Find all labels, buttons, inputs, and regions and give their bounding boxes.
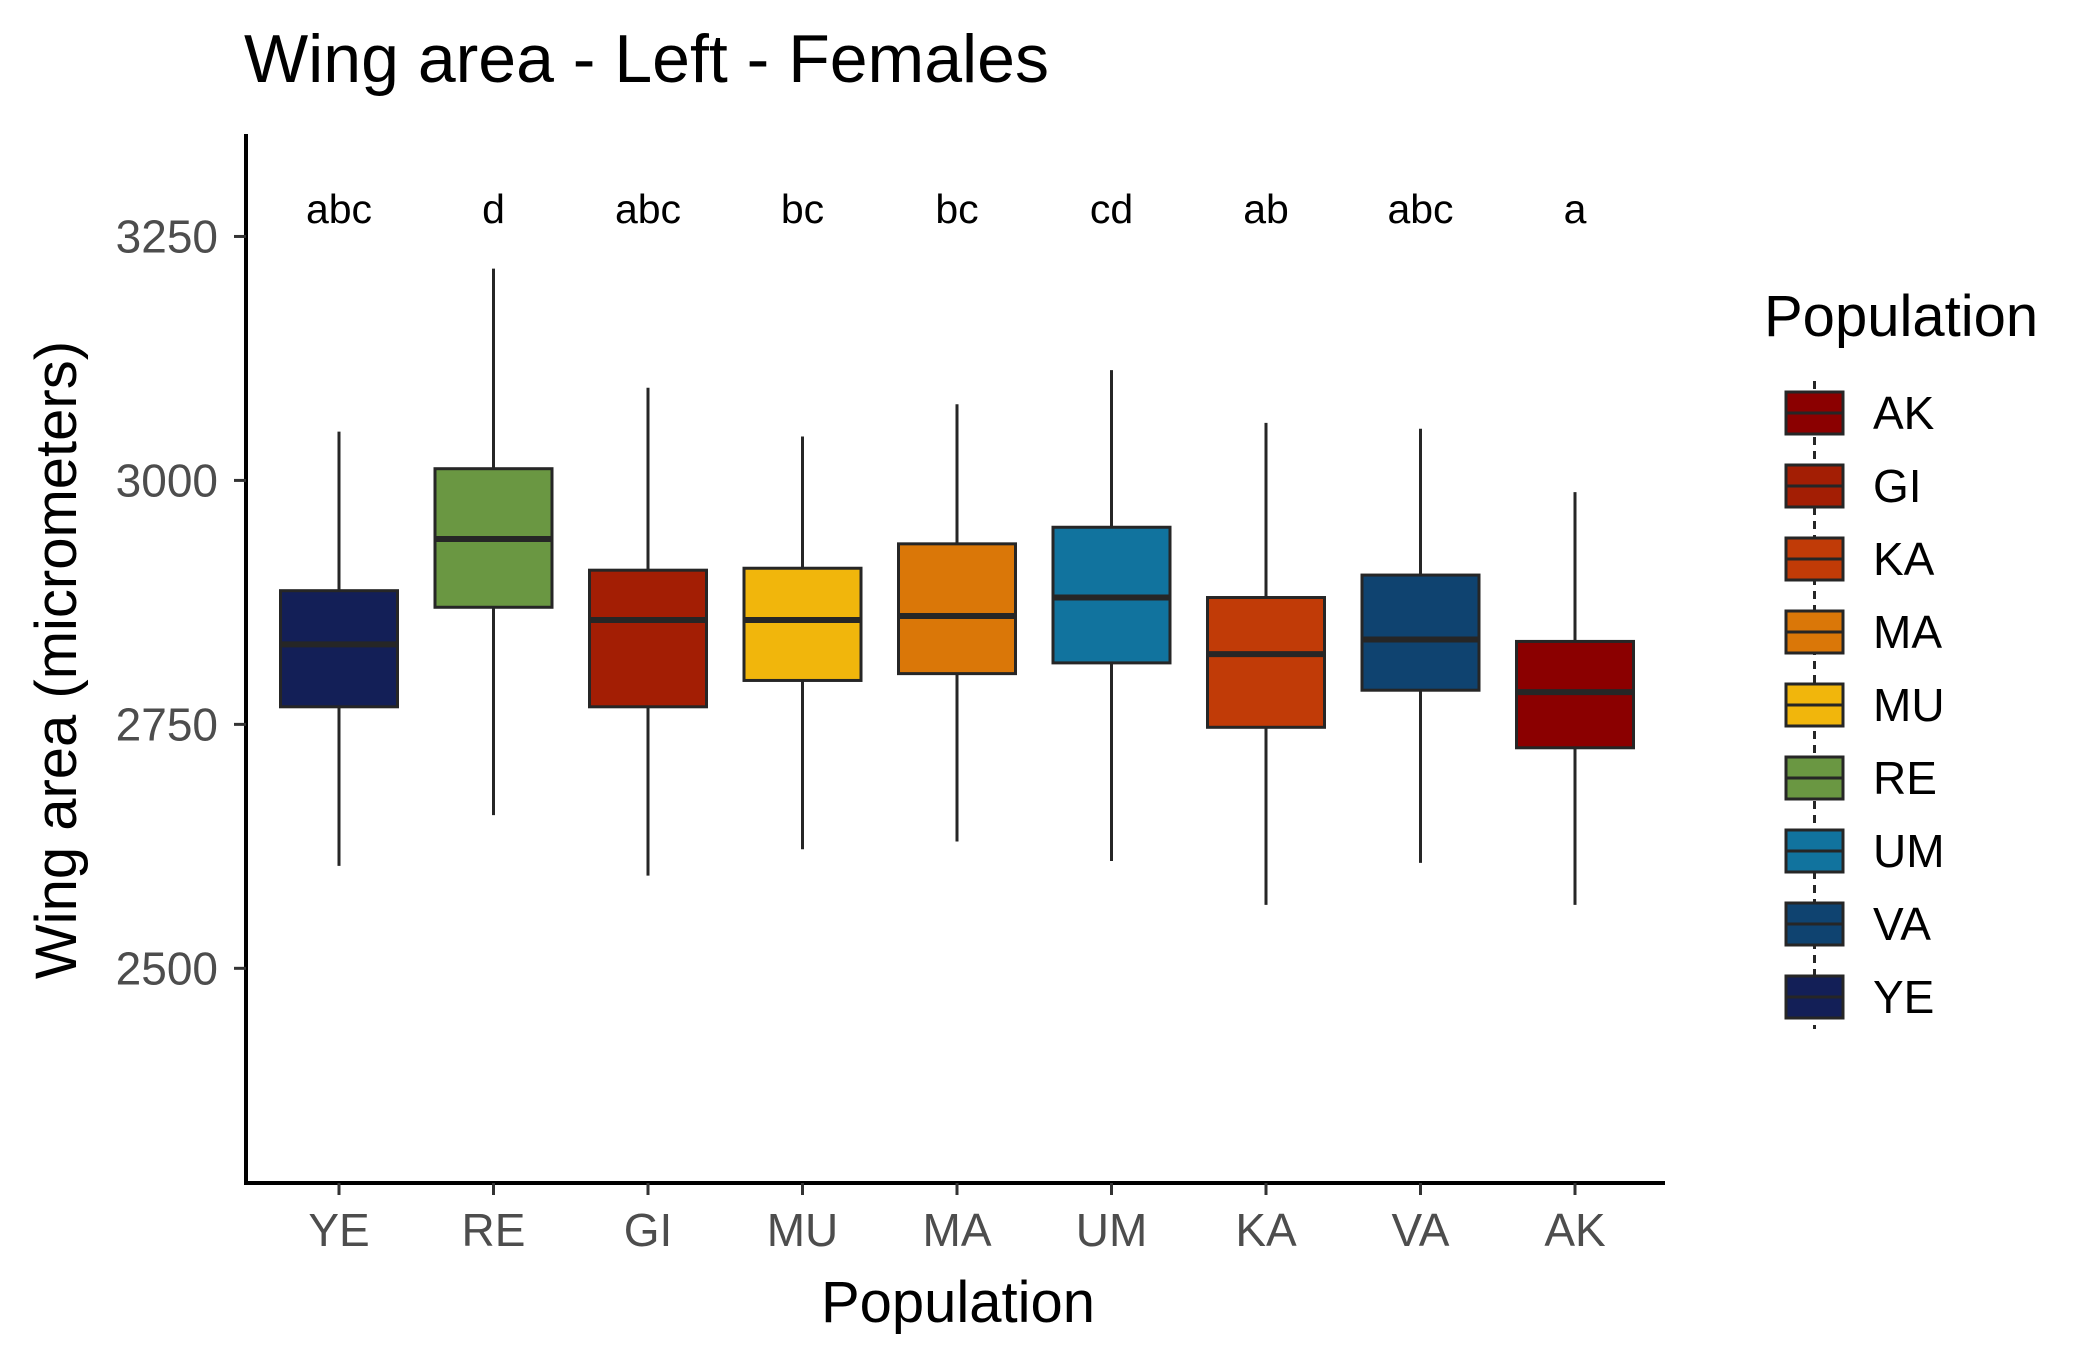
box-mu — [742, 566, 863, 682]
significance-letter: cd — [1090, 186, 1133, 232]
significance-letter: d — [482, 186, 505, 232]
x-tick-label: VA — [1392, 1204, 1450, 1256]
y-axis-title: Wing area (micrometers) — [24, 341, 89, 979]
significance-letters: abc d abc bc bc cd ab abc a — [306, 186, 1587, 232]
box-va — [1360, 573, 1481, 692]
legend-label: YE — [1873, 971, 1934, 1023]
x-axis-ticks: YE RE GI MU MA UM KA VA AK — [308, 1183, 1606, 1256]
significance-letter: abc — [306, 186, 372, 232]
box-gi — [588, 568, 708, 709]
legend-items: AK GI KA MA MU RE UM VA YE — [1784, 381, 1945, 1029]
legend-label: GI — [1873, 460, 1922, 512]
significance-letter: a — [1564, 186, 1587, 232]
x-tick-label: UM — [1076, 1204, 1148, 1256]
legend: Population AK GI KA MA MU RE UM VA YE — [1764, 284, 2038, 1029]
legend-label: VA — [1873, 898, 1931, 950]
x-axis-title: Population — [821, 1270, 1095, 1335]
y-tick-label: 3000 — [116, 454, 218, 506]
y-tick-label: 2500 — [116, 942, 218, 994]
significance-letter: abc — [615, 186, 681, 232]
box-series — [279, 268, 1635, 905]
x-tick-label: KA — [1235, 1204, 1297, 1256]
chart-title: Wing area - Left - Females — [244, 21, 1049, 97]
x-tick-label: RE — [462, 1204, 526, 1256]
x-tick-label: GI — [624, 1204, 673, 1256]
x-tick-label: MU — [767, 1204, 839, 1256]
legend-label: UM — [1873, 825, 1945, 877]
legend-label: MA — [1873, 606, 1942, 658]
significance-letter: bc — [935, 186, 978, 232]
box-ka — [1206, 596, 1326, 729]
legend-label: RE — [1873, 752, 1937, 804]
box-ma — [897, 542, 1017, 676]
x-tick-label: MA — [923, 1204, 992, 1256]
significance-letter: ab — [1243, 186, 1289, 232]
y-tick-label: 2750 — [116, 698, 218, 750]
significance-letter: abc — [1387, 186, 1453, 232]
legend-label: MU — [1873, 679, 1945, 731]
x-tick-label: YE — [308, 1204, 369, 1256]
legend-label: KA — [1873, 533, 1935, 585]
box-ye — [279, 589, 399, 709]
legend-title: Population — [1764, 284, 2038, 349]
significance-letter: bc — [781, 186, 824, 232]
y-tick-label: 3250 — [116, 210, 218, 262]
y-axis-ticks: 2500 2750 3000 3250 — [116, 210, 246, 994]
x-tick-label: AK — [1544, 1204, 1606, 1256]
legend-label: AK — [1873, 387, 1935, 439]
